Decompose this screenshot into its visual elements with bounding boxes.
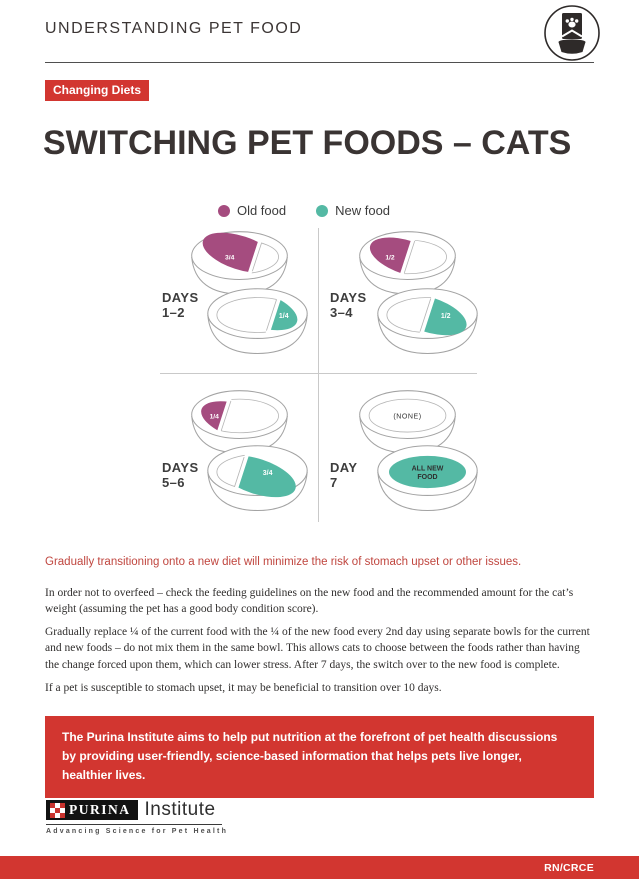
purina-text: PURINA [69,802,131,817]
svg-text:1/4: 1/4 [279,313,289,320]
svg-text:FOOD: FOOD [417,474,437,481]
svg-text:1/4: 1/4 [210,414,220,421]
pet-food-bag-bowl-icon [542,3,602,68]
top-bowl-old-food: 1/4 [189,389,290,461]
logo-divider [46,824,222,825]
purina-checkerboard-icon [50,802,65,818]
transition-schedule-diagram: DAYS 1–2 3/4 1/4 DAYS 3–4 1/2 1/2 DAYS 5–6 1/4 3/4 D… [160,223,478,524]
bottom-bowl-new-food: 1/2 [375,285,480,362]
bottom-bowl-new-food: 1/4 [205,280,310,362]
page-title: SWITCHING PET FOODS – CATS [43,124,572,162]
svg-text:1/2: 1/2 [441,313,451,320]
body-paragraph: If a pet is susceptible to stomach upset… [45,682,442,694]
diagram-horizontal-divider [160,373,477,374]
legend-label: New food [335,203,391,218]
quadrant-label: DAY 7 [330,460,358,491]
quadrant-days-1-2: DAYS 1–2 3/4 1/4 [160,223,318,374]
legend-item-new-food: New food [316,203,390,218]
top-bowl-old-food: 3/4 [189,223,290,302]
legend-item-old-food: Old food [217,203,287,218]
diagram-vertical-divider [318,228,319,522]
purina-wordmark: PURINA [46,800,138,820]
new-food-dot-icon [316,204,329,217]
top-bowl-old-food: (NONE) [357,389,458,461]
legend-label: Old food [236,203,287,218]
top-bowl-old-food: 1/2 [357,228,458,302]
old-food-dot-icon [217,204,230,217]
bottom-bowl-new-food: ALL NEW FOOD [375,444,480,519]
section-badge: Changing Diets [45,80,150,101]
svg-text:ALL NEW: ALL NEW [412,466,444,473]
document-code: RN/CRCE [544,861,594,874]
quadrant-days-5-6: DAYS 5–6 1/4 3/4 [160,374,318,522]
bottom-bowl-new-food: 3/4 [205,444,310,519]
svg-text:1/2: 1/2 [385,255,395,262]
svg-text:3/4: 3/4 [263,470,273,477]
logo-tagline: Advancing Science for Pet Health [46,828,229,835]
quadrant-label: DAYS 3–4 [330,290,367,321]
highlight-sentence: Gradually transitioning onto a new diet … [45,556,522,568]
quadrant-day-7: DAY 7 (NONE) ALL NEW FOOD [318,374,478,522]
svg-text:3/4: 3/4 [225,255,235,262]
body-paragraph: Gradually replace ¼ of the current food … [45,626,590,671]
quadrant-days-3-4: DAYS 3–4 1/2 1/2 [318,226,478,374]
institute-text: Institute [144,799,216,820]
body-paragraph: In order not to overfeed – check the fee… [45,587,574,616]
legend: Old food New food [0,203,608,218]
header-divider [45,62,594,63]
purina-mission-callout: The Purina Institute aims to help put nu… [45,716,594,798]
svg-text:(NONE): (NONE) [393,413,421,420]
purina-institute-logo: PURINA Institute Advancing Science for P… [46,800,276,835]
footer-bar: RN/CRCE [0,856,639,879]
quadrant-label: DAYS 1–2 [162,290,199,321]
page-header-title: UNDERSTANDING PET FOOD [45,20,303,37]
quadrant-label: DAYS 5–6 [162,460,199,491]
